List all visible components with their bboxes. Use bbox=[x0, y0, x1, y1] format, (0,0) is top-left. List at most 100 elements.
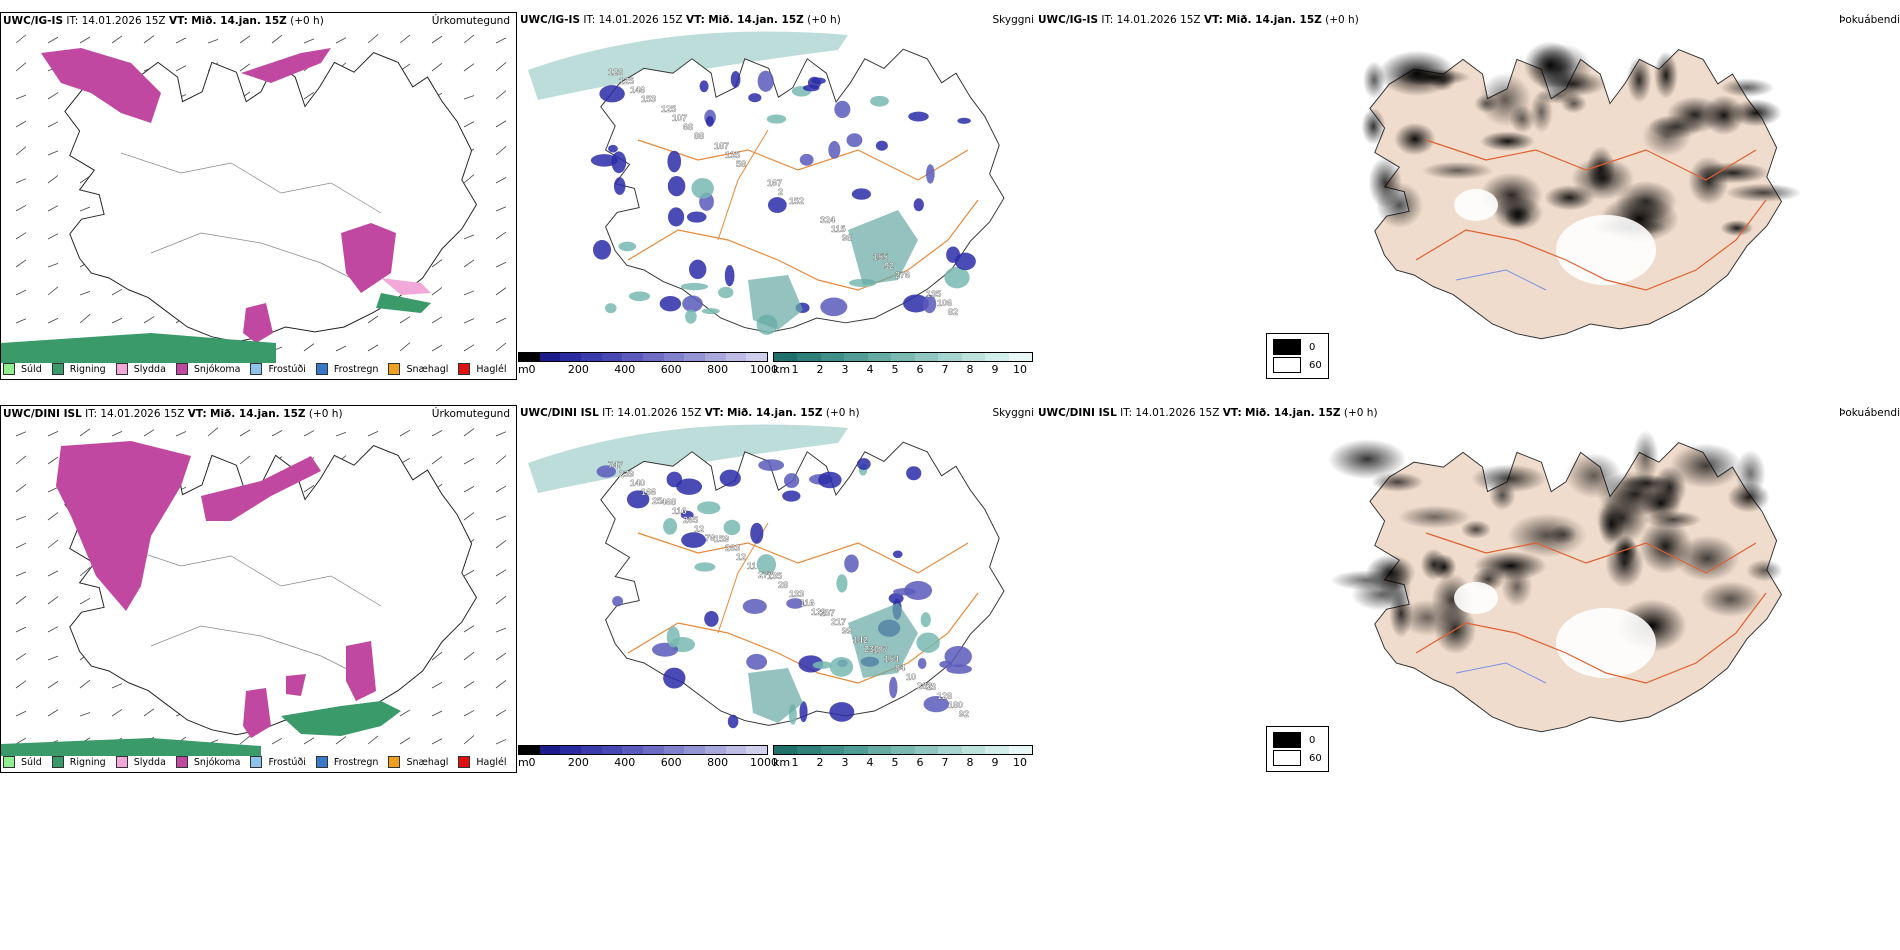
colorbar-cell bbox=[705, 746, 726, 754]
colorbar-tick: 600 bbox=[660, 363, 682, 376]
cloud-base-label: 282 bbox=[917, 681, 932, 691]
cloud-base-label: 125 bbox=[619, 76, 634, 86]
cloud-base-label: 137 bbox=[820, 608, 835, 618]
cloud-base-label: 92 bbox=[959, 709, 969, 719]
fog-legend-item: 60 bbox=[1273, 749, 1322, 767]
fog-legend-label: 60 bbox=[1309, 359, 1322, 371]
colorbar-tick: 2 bbox=[816, 756, 824, 769]
precip-legend-item: Haglél bbox=[458, 363, 507, 375]
cloud-vis-map: 7474681591351371872323911626328217154128… bbox=[528, 424, 1005, 729]
legend-swatch bbox=[51, 363, 64, 375]
it-label: IT: bbox=[85, 408, 98, 420]
colorbar-tick: 10 bbox=[1013, 756, 1027, 769]
cloud-base-label: 187 bbox=[714, 141, 729, 151]
fog-legend-item: 60 bbox=[1273, 356, 1322, 374]
fog-map bbox=[1361, 41, 1802, 340]
precip-header: UWC/IG-IS IT: 14.01.2026 15Z VT: Mið. 14… bbox=[3, 15, 324, 27]
colorbar-tick: 9 bbox=[991, 363, 999, 376]
cloud-base-label: 82 bbox=[948, 307, 958, 317]
colorbar-cell bbox=[820, 746, 845, 754]
vt-label: VT: bbox=[187, 408, 207, 420]
colorbar-unit: m bbox=[518, 363, 529, 376]
fog-header: UWC/DINI ISL IT: 14.01.2026 15Z VT: Mið.… bbox=[1038, 407, 1378, 419]
colorbar-cell bbox=[985, 746, 1009, 754]
cloud-base-colorbar: m 0 200 400 600 800 1000 bbox=[518, 352, 778, 376]
colorbar-tick: 8 bbox=[966, 756, 974, 769]
colorbar-tick: 2 bbox=[816, 363, 824, 376]
cloud-base-label: 106 bbox=[937, 298, 952, 308]
cloud-base-label: 76 bbox=[705, 533, 715, 543]
colorbar-cell bbox=[705, 353, 726, 361]
cloud-base-label: 324 bbox=[820, 215, 835, 225]
cloud-vis-panel: UWC/IG-IS IT: 14.01.2026 15Z VT: Mið. 14… bbox=[518, 12, 1036, 380]
colorbar-cell bbox=[643, 746, 664, 754]
vt-value: Mið. 14.jan. 15Z bbox=[1245, 407, 1341, 419]
legend-swatch bbox=[458, 756, 471, 768]
precip-legend-item: Frostregn bbox=[315, 363, 379, 375]
it-label: IT: bbox=[1101, 14, 1114, 26]
colorbar-cell bbox=[684, 746, 706, 754]
offset: (+0 h) bbox=[1343, 407, 1378, 419]
cloud-base-label: 98 bbox=[842, 233, 852, 243]
it-label: IT: bbox=[1120, 407, 1133, 419]
precip-title: Úrkomutegund bbox=[431, 15, 510, 27]
colorbar-cell bbox=[622, 746, 644, 754]
cloud-base-label: 146 bbox=[630, 85, 645, 95]
offset: (+0 h) bbox=[1325, 14, 1359, 26]
vt-value: Mið. 14.jan. 15Z bbox=[191, 15, 287, 27]
vt-label: VT: bbox=[168, 15, 188, 27]
fog-legend: 0 60 bbox=[1266, 333, 1329, 379]
cloud-base-label: 167 bbox=[767, 178, 782, 188]
cloud-base-label: 135 bbox=[725, 150, 740, 160]
colorbar-tick: 5 bbox=[891, 363, 899, 376]
fog-indicator-panel: UWC/IG-IS IT: 14.01.2026 15Z VT: Mið. 14… bbox=[1036, 12, 1900, 380]
legend-label: Snæhagl bbox=[406, 756, 449, 768]
cloud-base-label: 230 bbox=[864, 644, 879, 654]
cloud-base-label: 152 bbox=[789, 196, 804, 206]
colorbar-tick: 6 bbox=[916, 363, 924, 376]
precip-type-panel: UWC/IG-IS IT: 14.01.2026 15Z VT: Mið. 14… bbox=[0, 12, 517, 380]
fog-header: UWC/IG-IS IT: 14.01.2026 15Z VT: Mið. 14… bbox=[1038, 14, 1359, 26]
colorbar-cell bbox=[746, 353, 768, 361]
legend-swatch bbox=[115, 756, 128, 768]
colorbar-unit: km bbox=[773, 363, 791, 376]
fog-swatch bbox=[1273, 750, 1301, 766]
fog-title: Þokuábendi bbox=[1839, 14, 1900, 26]
colorbar-cell bbox=[601, 746, 623, 754]
colorbar-tick: 4 bbox=[866, 756, 874, 769]
precip-legend-item: Snæhagl bbox=[388, 756, 448, 768]
colorbar-cell bbox=[1008, 353, 1032, 361]
vt-label: VT: bbox=[685, 14, 705, 26]
fog-swatch bbox=[1273, 357, 1301, 373]
precip-legend-item: Rigning bbox=[51, 363, 106, 375]
colorbar-cell bbox=[820, 353, 845, 361]
legend-label: Frostúði bbox=[268, 363, 306, 375]
precip-legend: Súld Rigning Slydda Snjókoma Frostúði Frostre… bbox=[3, 756, 507, 768]
colorbar-cell bbox=[938, 353, 962, 361]
colorbar-tick: 7 bbox=[941, 363, 949, 376]
legend-swatch bbox=[250, 756, 263, 768]
legend-swatch bbox=[458, 363, 471, 375]
colorbar-cell bbox=[539, 353, 561, 361]
legend-label: Slydda bbox=[133, 756, 166, 768]
cloud-base-label: 133 bbox=[789, 589, 804, 599]
legend-label: Frostregn bbox=[333, 363, 379, 375]
colorbar-tick: 9 bbox=[991, 756, 999, 769]
fog-swatch bbox=[1273, 732, 1301, 748]
fog-map bbox=[1328, 430, 1783, 733]
precip-legend-item: Snæhagl bbox=[388, 363, 448, 375]
offset: (+0 h) bbox=[308, 408, 343, 420]
precip-legend-item: Súld bbox=[3, 363, 42, 375]
cloud-base-label: 99 bbox=[842, 626, 852, 636]
colorbar-cell bbox=[891, 353, 915, 361]
cloud-base-label: 12 bbox=[736, 552, 746, 562]
cloud-header: UWC/DINI ISL IT: 14.01.2026 15Z VT: Mið.… bbox=[520, 407, 860, 419]
legend-label: Snjókoma bbox=[193, 756, 241, 768]
fog-legend-label: 0 bbox=[1309, 734, 1316, 746]
model-name: UWC/DINI ISL bbox=[1038, 407, 1117, 419]
vt-value: Mið. 14.jan. 15Z bbox=[708, 14, 804, 26]
colorbar-tick: 0 bbox=[528, 363, 536, 376]
cloud-base-label: 277 bbox=[758, 570, 773, 580]
vt-label: VT: bbox=[1222, 407, 1242, 419]
cloud-base-label: 142 bbox=[853, 635, 868, 645]
